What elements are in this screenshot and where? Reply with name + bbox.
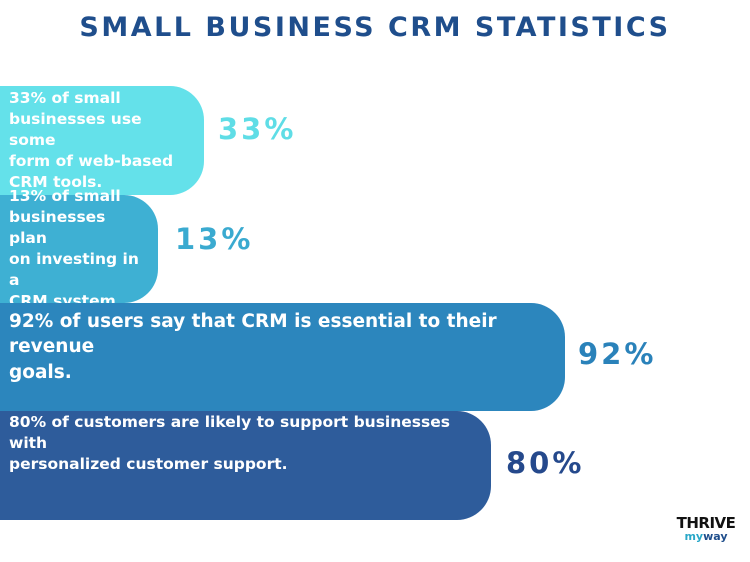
value-label-13: 13% — [175, 222, 254, 256]
bar-description: 33% of small businesses use some form of w… — [9, 88, 190, 193]
bar-92: 92% of users say that CRM is essential t… — [0, 303, 565, 411]
logo-myway-text: myway — [676, 531, 736, 543]
bar-description: 80% of customers are likely to support b… — [9, 412, 477, 475]
value-label-92: 92% — [578, 337, 657, 371]
bar-13: 13% of small businesses plan on investing … — [0, 187, 158, 310]
logo-way-text: way — [703, 530, 728, 543]
value-label-33: 33% — [218, 112, 297, 146]
bar-description: 92% of users say that CRM is essential t… — [9, 309, 551, 384]
value-label-80: 80% — [506, 446, 585, 480]
bar-description-line: businesses use some — [9, 109, 142, 149]
bar-description-line: 33% of small — [9, 88, 121, 107]
logo-my-text: my — [684, 530, 704, 543]
logo-thrive-text: THRIVE — [676, 514, 736, 532]
bar-33: 33% of small businesses use some form of w… — [0, 86, 204, 195]
bar-description-line: businesses plan — [9, 207, 106, 247]
bar-description-line: 13% of small — [9, 186, 121, 205]
bar-description-line: 92% of users say that CRM is essential t… — [9, 311, 497, 358]
bar-description: 13% of small businesses plan on investing … — [9, 186, 144, 312]
bar-description-line: form of web-based — [9, 152, 174, 171]
thrive-my-way-logo: THRIVE myway — [676, 516, 736, 543]
chart-title: SMALL BUSINESS CRM STATISTICS — [79, 12, 671, 43]
bar-description-line: CRM tools. — [9, 173, 103, 192]
bar-description-line: on investing in a — [9, 250, 139, 290]
bar-description-line: 80% of customers are likely to support b… — [9, 412, 450, 452]
bar-description-line: goals. — [9, 361, 72, 383]
bar-description-line: personalized customer support. — [9, 455, 288, 474]
bar-80: 80% of customers are likely to support b… — [0, 411, 491, 520]
